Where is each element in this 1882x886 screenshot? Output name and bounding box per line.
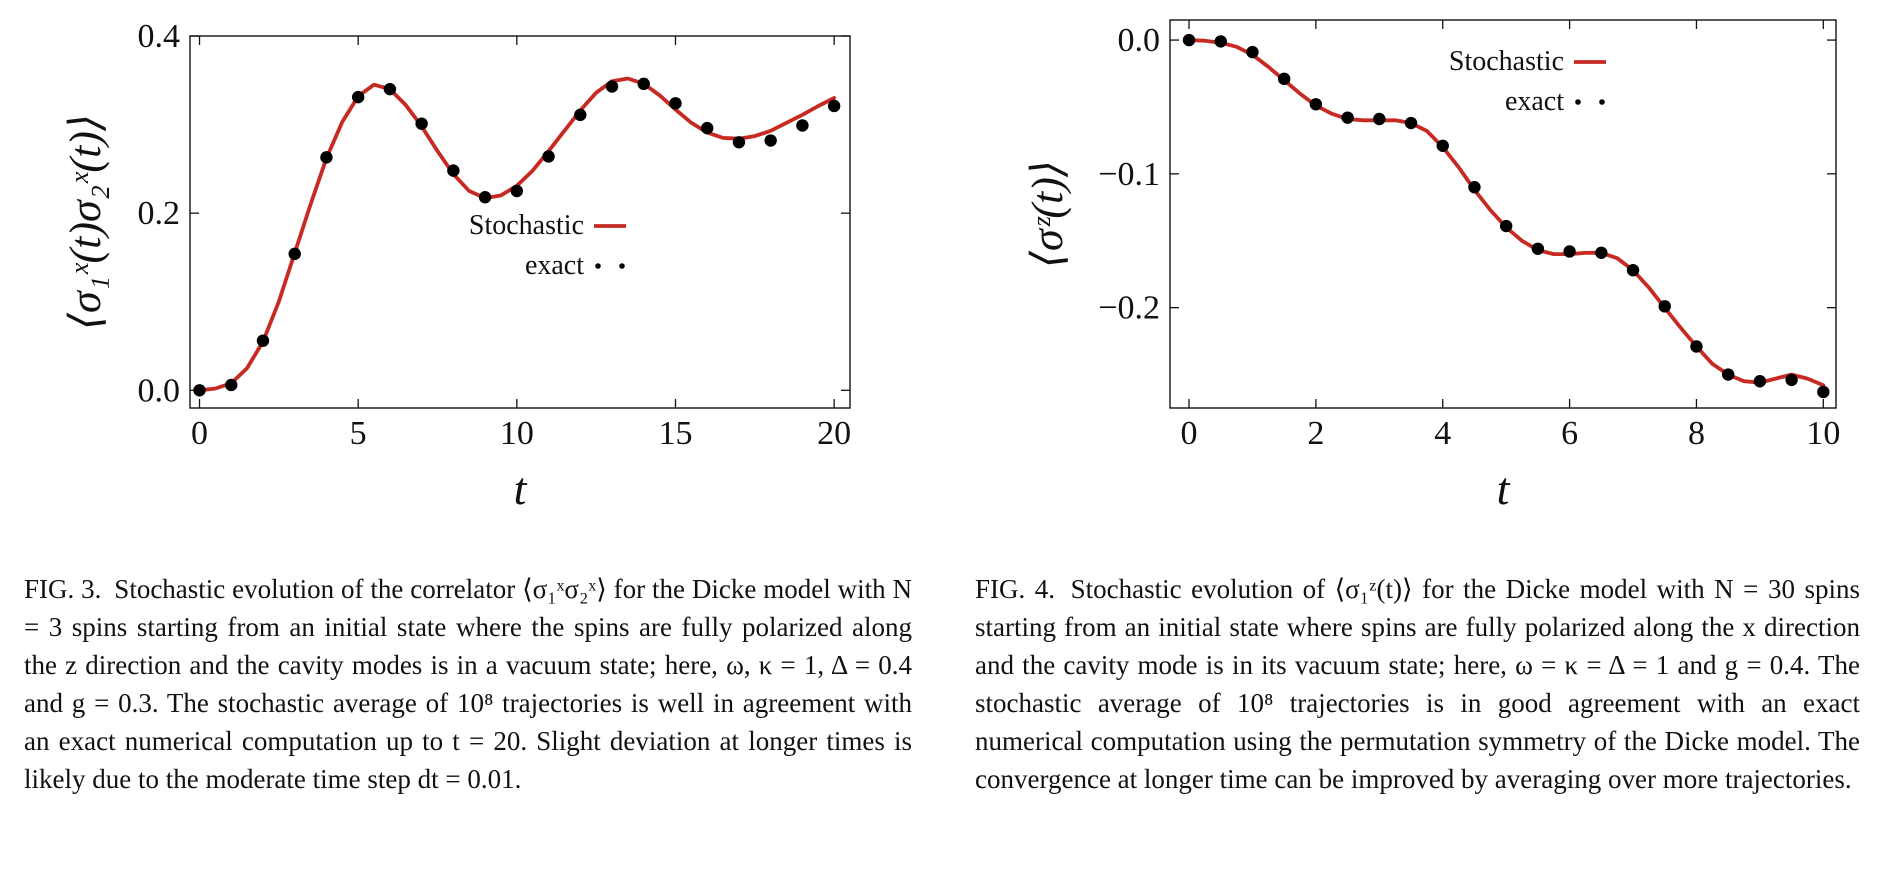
figure-4: 0 2 4 6 8 10 0.0 −0.1 −0.2 t ⟨σᶻ(t)⟩ Stochastic exac…	[930, 0, 1882, 520]
legend-swatch-exact-dot	[595, 263, 601, 269]
exact-point	[1246, 45, 1259, 59]
exact-point	[542, 150, 555, 163]
exact-point	[1563, 245, 1576, 258]
x-tick-label: 0	[1181, 415, 1198, 452]
exact-point	[1404, 116, 1418, 130]
y-tick-label: 0.0	[138, 372, 181, 409]
figure-3: 0 5 10 15 20 0.0 0.2 0.4 t ⟨σ₁ˣ(t)σ₂ˣ(t)⟩ Stochast…	[0, 0, 900, 520]
exact-point	[1309, 98, 1323, 111]
exact-point	[1690, 340, 1703, 353]
chart-fig3: 0 5 10 15 20 0.0 0.2 0.4 t ⟨σ₁ˣ(t)σ₂ˣ(t)⟩ Stochast…	[61, 18, 851, 514]
exact-point	[574, 108, 587, 122]
legend-label-stochastic: Stochastic	[1449, 46, 1564, 77]
legend-swatch-exact-dot	[619, 263, 625, 269]
exact-point	[1626, 263, 1640, 277]
y-tick-label: −0.1	[1098, 156, 1160, 193]
exact-point	[320, 151, 333, 164]
legend-swatch-exact-dot	[1599, 99, 1605, 105]
legend-label-stochastic: Stochastic	[469, 210, 584, 241]
caption-fig3: FIG. 3. Stochastic evolution of the corr…	[24, 570, 912, 798]
legend-label-exact: exact	[525, 250, 584, 281]
exact-point	[1658, 300, 1671, 313]
x-tick-label: 15	[658, 415, 692, 452]
exact-point	[415, 117, 428, 130]
x-tick-label: 6	[1561, 415, 1578, 452]
exact-point	[1277, 72, 1291, 86]
exact-point	[1373, 112, 1386, 126]
exact-point	[1214, 35, 1227, 48]
caption-text: Stochastic evolution of ⟨σ₁ᶻ(t)⟩ for the…	[975, 574, 1860, 794]
exact-point	[1785, 373, 1798, 387]
x-axis-label: t	[514, 463, 528, 514]
caption-label: FIG. 4.	[975, 574, 1056, 604]
exact-point	[605, 80, 619, 93]
exact-point	[701, 121, 714, 135]
exact-point	[256, 334, 270, 347]
x-tick-label: 5	[350, 415, 367, 452]
y-tick-label: −0.2	[1098, 290, 1160, 327]
exact-point	[637, 77, 650, 91]
x-tick-label: 8	[1688, 415, 1705, 452]
exact-point	[732, 136, 746, 149]
exact-point	[288, 247, 301, 261]
caption-fig4: FIG. 4. Stochastic evolution of ⟨σ₁ᶻ(t)⟩…	[975, 570, 1860, 798]
exact-point	[796, 119, 809, 132]
exact-point	[1595, 246, 1608, 259]
exact-point	[1468, 181, 1481, 194]
exact-point	[1531, 242, 1545, 255]
x-tick-label: 10	[1806, 415, 1840, 452]
exact-point	[478, 191, 492, 204]
plot-frame	[1169, 19, 1837, 409]
x-tick-label: 0	[191, 415, 208, 452]
x-tick-label: 4	[1434, 415, 1451, 452]
legend-label-exact: exact	[1505, 86, 1564, 117]
legend-swatch-exact-dot	[1575, 99, 1581, 105]
y-axis-label: ⟨σᶻ(t)⟩	[1023, 160, 1072, 268]
exact-point	[193, 384, 206, 397]
x-tick-label: 2	[1307, 415, 1324, 452]
x-tick-label: 20	[817, 415, 851, 452]
exact-point	[510, 184, 524, 198]
exact-point	[225, 378, 238, 392]
caption-label: FIG. 3.	[24, 574, 102, 604]
exact-point	[1436, 139, 1449, 152]
exact-point	[1341, 111, 1354, 124]
x-axis-label: t	[1497, 463, 1511, 514]
plot-frame	[189, 35, 851, 409]
exact-point	[1499, 219, 1513, 233]
exact-point	[1721, 368, 1735, 381]
y-axis-label: ⟨σ₁ˣ(t)σ₂ˣ(t)⟩	[61, 114, 110, 330]
exact-point	[1817, 385, 1830, 399]
exact-point	[351, 90, 365, 104]
exact-point	[447, 164, 460, 177]
exact-point	[383, 82, 397, 96]
y-tick-label: 0.0	[1118, 22, 1161, 59]
exact-point	[669, 97, 682, 110]
y-tick-label: 0.2	[138, 195, 181, 232]
chart-fig4: 0 2 4 6 8 10 0.0 −0.1 −0.2 t ⟨σᶻ(t)⟩ Stochastic exac…	[1023, 19, 1840, 514]
exact-point	[1182, 33, 1196, 47]
caption-text: Stochastic evolution of the correlator ⟨…	[24, 574, 912, 794]
exact-point	[827, 99, 841, 113]
y-tick-label: 0.4	[138, 18, 181, 55]
exact-point	[764, 134, 777, 147]
exact-point	[1753, 375, 1767, 388]
x-tick-label: 10	[500, 415, 534, 452]
